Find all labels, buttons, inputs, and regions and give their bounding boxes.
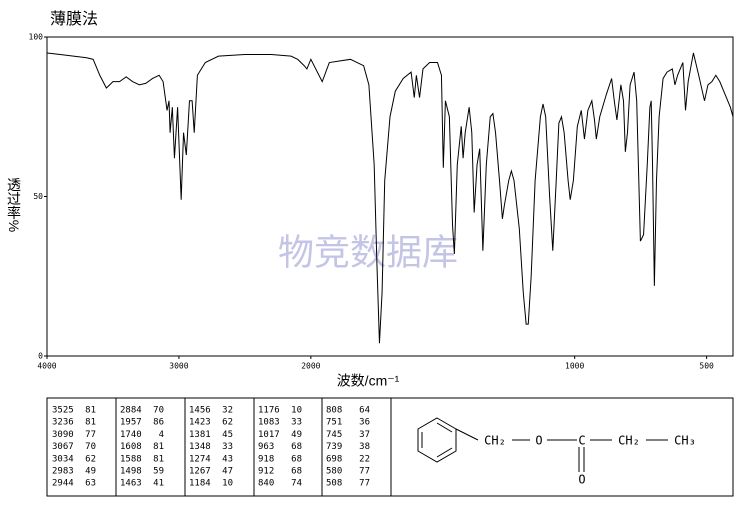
group-label: C [578,434,585,448]
peak-wavenumber: 751 [326,418,342,428]
peak-wavenumber: 1456 [189,406,211,416]
peak-wavenumber: 840 [258,479,274,489]
peak-wavenumber: 2983 [52,467,74,477]
peak-wavenumber: 3236 [52,418,74,428]
peak-transmittance: 38 [359,442,370,452]
peak-transmittance: 32 [222,406,233,416]
peak-transmittance: 74 [291,479,302,489]
peak-transmittance: 10 [291,406,302,416]
ring-bond [436,447,453,458]
group-label: O [578,473,585,487]
peak-transmittance: 70 [85,442,96,452]
peak-transmittance: 43 [222,454,233,464]
peak-transmittance: 77 [359,467,370,477]
peak-transmittance: 22 [359,454,370,464]
group-label: CH₂ [484,434,506,448]
peak-transmittance: 45 [222,430,233,440]
peak-transmittance: 37 [359,430,370,440]
peak-wavenumber: 1274 [189,454,211,464]
peak-wavenumber: 1184 [189,479,211,489]
y-axis-label: 透过率% [6,178,22,232]
structure: CH₂ O C CH₂ CH₃ O [417,417,696,487]
peak-transmittance: 81 [153,442,164,452]
peak-wavenumber: 2884 [120,406,142,416]
peak-wavenumber: 1267 [189,467,211,477]
peak-wavenumber: 1423 [189,418,211,428]
peak-transmittance: 41 [153,479,164,489]
y-tick-label: 50 [33,192,43,201]
peak-transmittance: 86 [153,418,164,428]
table-frame [46,397,734,497]
x-tick-label: 3000 [169,362,188,371]
peak-wavenumber: 1498 [120,467,142,477]
peak-wavenumber: 580 [326,467,342,477]
peak-transmittance: 64 [359,406,370,416]
peak-wavenumber: 698 [326,454,342,464]
x-tick-label: 4000 [37,362,56,371]
peak-transmittance: 4 [159,430,164,440]
bond [455,428,479,441]
peak-transmittance: 68 [291,442,302,452]
peak-transmittance: 81 [85,406,96,416]
peak-wavenumber: 1083 [258,418,280,428]
group-label: O [535,434,542,448]
peak-wavenumber: 808 [326,406,342,416]
ring-bond [436,422,453,433]
y-tick-label: 0 [38,352,43,361]
chart-title: 薄膜法 [50,10,98,28]
peak-transmittance: 77 [359,479,370,489]
peak-transmittance: 49 [85,467,96,477]
peak-transmittance: 62 [85,454,96,464]
peak-wavenumber: 1463 [120,479,142,489]
peak-wavenumber: 1957 [120,418,142,428]
y-tick-label: 100 [29,33,44,42]
benzene-ring [417,417,457,463]
peak-wavenumber: 2944 [52,479,74,489]
peak-wavenumber: 3067 [52,442,74,452]
peak-transmittance: 81 [153,454,164,464]
peak-transmittance: 59 [153,467,164,477]
x-axis-label: 波数/cm⁻¹ [337,373,400,389]
peak-transmittance: 68 [291,467,302,477]
watermark: 物竞数据库 [278,232,458,273]
peak-wavenumber: 745 [326,430,342,440]
peak-wavenumber: 1588 [120,454,142,464]
peak-transmittance: 49 [291,430,302,440]
peak-wavenumber: 739 [326,442,342,452]
peak-wavenumber: 1381 [189,430,211,440]
peak-transmittance: 81 [85,418,96,428]
peak-wavenumber: 912 [258,467,274,477]
peak-transmittance: 47 [222,467,233,477]
peak-wavenumber: 1348 [189,442,211,452]
peak-wavenumber: 1608 [120,442,142,452]
peak-wavenumber: 963 [258,442,274,452]
x-tick-label: 1000 [565,362,584,371]
x-tick-label: 500 [699,362,714,371]
spectrum-line [46,52,734,344]
peak-wavenumber: 3034 [52,454,74,464]
peak-transmittance: 68 [291,454,302,464]
peak-wavenumber: 1740 [120,430,142,440]
peak-wavenumber: 3525 [52,406,74,416]
peak-transmittance: 62 [222,418,233,428]
peak-wavenumber: 1176 [258,406,280,416]
peak-wavenumber: 508 [326,479,342,489]
peak-transmittance: 33 [291,418,302,428]
peak-transmittance: 70 [153,406,164,416]
peak-wavenumber: 3090 [52,430,74,440]
peak-transmittance: 63 [85,479,96,489]
peak-wavenumber: 1017 [258,430,280,440]
group-label: CH₃ [674,434,696,448]
peak-transmittance: 36 [359,418,370,428]
x-tick-label: 2000 [301,362,320,371]
group-label: CH₂ [618,434,640,448]
peak-transmittance: 33 [222,442,233,452]
peak-transmittance: 10 [222,479,233,489]
peak-transmittance: 77 [85,430,96,440]
peak-wavenumber: 918 [258,454,274,464]
